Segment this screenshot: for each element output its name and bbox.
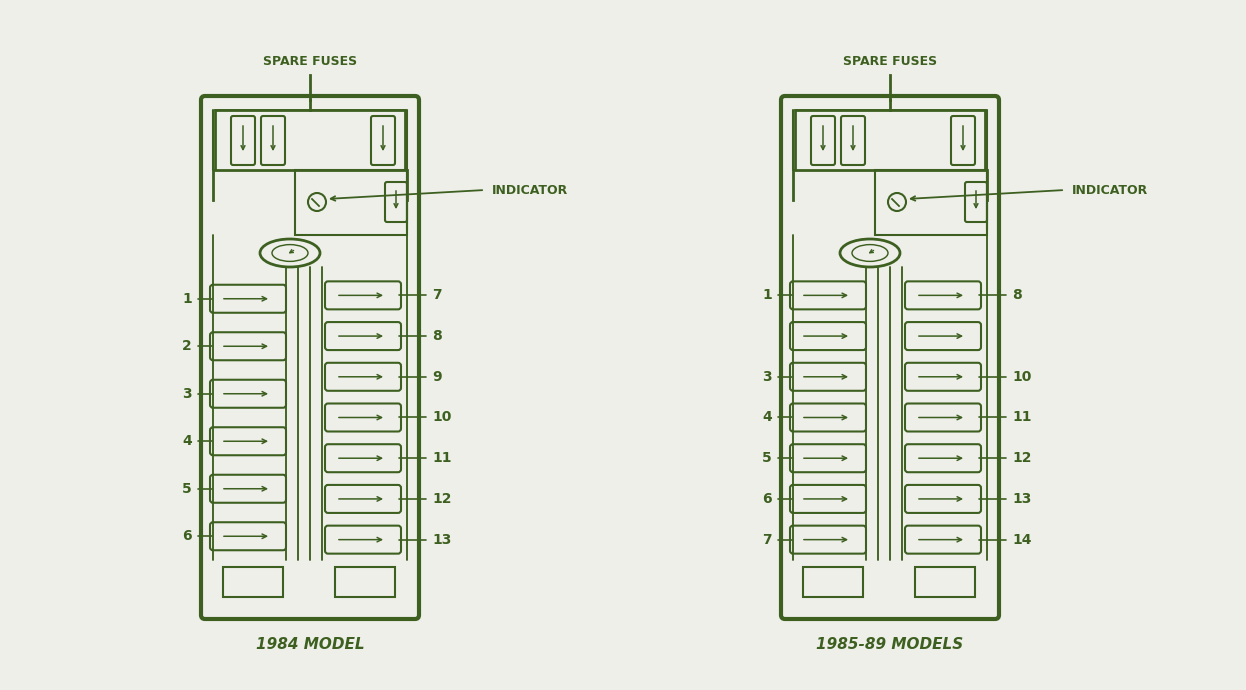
Bar xyxy=(795,110,986,170)
Text: 14: 14 xyxy=(1012,533,1032,546)
Text: 7: 7 xyxy=(432,288,441,302)
Bar xyxy=(915,567,976,597)
Text: INDICATOR: INDICATOR xyxy=(492,184,568,197)
Text: 11: 11 xyxy=(1012,411,1032,424)
Bar xyxy=(802,567,863,597)
Text: INDICATOR: INDICATOR xyxy=(1072,184,1149,197)
Text: 9: 9 xyxy=(432,370,441,384)
Text: 5: 5 xyxy=(763,451,773,465)
Text: 6: 6 xyxy=(182,529,192,543)
Text: 12: 12 xyxy=(432,492,451,506)
Text: 1: 1 xyxy=(182,292,192,306)
Text: 11: 11 xyxy=(432,451,451,465)
Text: 1985-89 MODELS: 1985-89 MODELS xyxy=(816,637,963,652)
Bar xyxy=(295,170,407,235)
Text: 13: 13 xyxy=(432,533,451,546)
Bar xyxy=(223,567,283,597)
Text: 2: 2 xyxy=(182,339,192,353)
Text: 10: 10 xyxy=(432,411,451,424)
Text: 3: 3 xyxy=(763,370,773,384)
Text: 10: 10 xyxy=(1012,370,1032,384)
Text: 12: 12 xyxy=(1012,451,1032,465)
Bar xyxy=(216,110,405,170)
Text: 5: 5 xyxy=(182,482,192,495)
Text: SPARE FUSES: SPARE FUSES xyxy=(844,55,937,68)
Text: 1: 1 xyxy=(763,288,773,302)
Text: 3: 3 xyxy=(182,387,192,401)
Bar xyxy=(335,567,395,597)
Text: 8: 8 xyxy=(432,329,442,343)
Text: 8: 8 xyxy=(1012,288,1022,302)
Bar xyxy=(875,170,987,235)
Text: 7: 7 xyxy=(763,533,773,546)
Text: 4: 4 xyxy=(763,411,773,424)
Text: 1984 MODEL: 1984 MODEL xyxy=(255,637,364,652)
Text: SPARE FUSES: SPARE FUSES xyxy=(263,55,358,68)
Text: 13: 13 xyxy=(1012,492,1032,506)
Text: 4: 4 xyxy=(182,434,192,448)
Text: 6: 6 xyxy=(763,492,773,506)
